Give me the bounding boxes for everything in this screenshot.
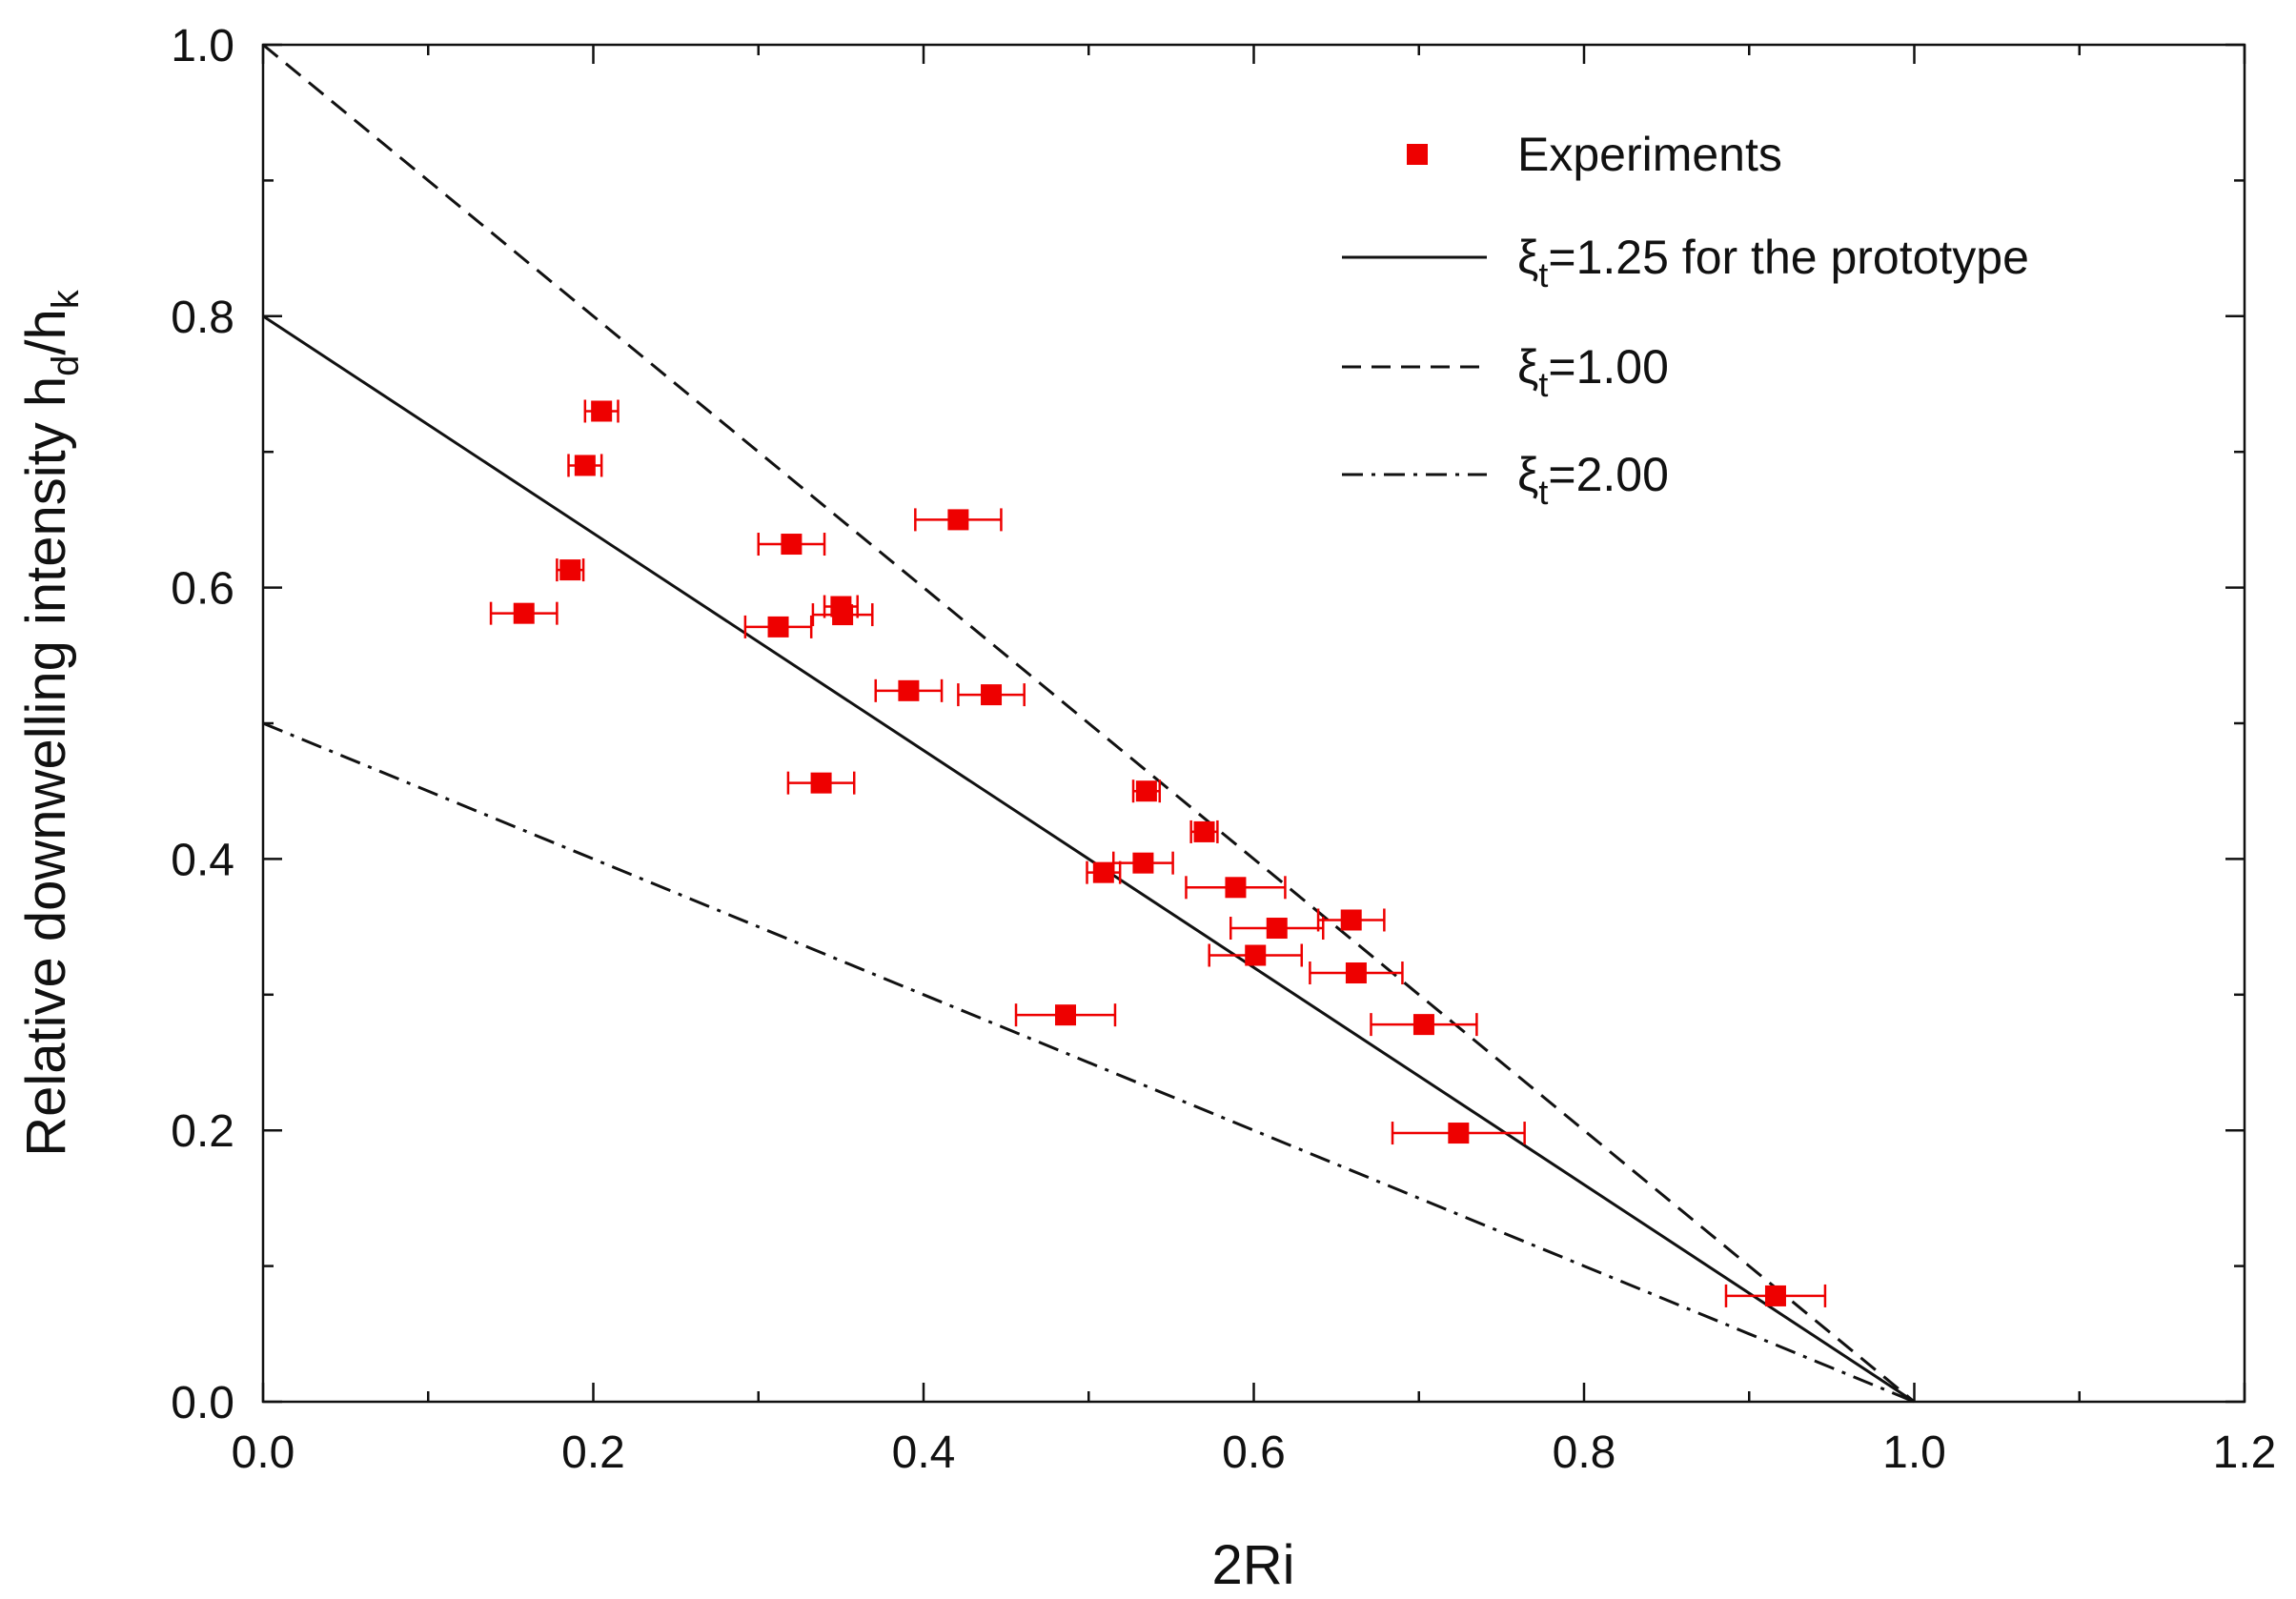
experiment-point [786,771,856,795]
x-axis-label: 2Ri [1211,1534,1294,1596]
y-tick-label: 1.0 [171,21,234,71]
y-tick-labels: 0.0 0.2 0.4 0.6 0.8 1.0 [171,21,234,1428]
data-marker [1054,1004,1076,1026]
data-marker [947,509,969,531]
legend-label: Experiments [1517,128,1782,181]
experiment-point [1316,908,1386,932]
x-tick-label: 1.2 [2213,1427,2277,1478]
data-marker [559,559,581,581]
y-tick-label: 0.0 [171,1378,234,1428]
experiment-point [1309,961,1404,985]
experiment-point [1014,1003,1117,1027]
experiment-point [1208,943,1303,967]
x-tick-label: 0.0 [232,1427,295,1478]
data-marker [1193,820,1215,842]
experiment-point [811,603,874,627]
y-axis-label: Relative downwelling intensity hd/hk [15,289,87,1157]
data-marker [1225,877,1247,899]
data-marker [1448,1123,1470,1144]
data-marker [1345,962,1367,984]
x-tick-label: 1.0 [1882,1427,1946,1478]
experiment-point [1724,1284,1827,1307]
y-tick-label: 0.4 [171,835,234,885]
x-tick-label: 0.2 [561,1427,625,1478]
experiment-point [957,683,1026,707]
legend-item-experiments: Experiments [1407,128,1782,181]
series-line-dashdot [262,721,1916,1404]
data-marker [1245,944,1267,966]
experiment-point [489,601,559,625]
y-tick-label: 0.8 [171,293,234,343]
experiment-point [1370,1013,1478,1037]
data-marker [1132,852,1154,874]
x-tick-label: 0.8 [1553,1427,1616,1478]
data-marker [591,400,613,422]
legend-item-xi125: ξt=1.25 for the prototype [1342,231,2029,294]
experiment-point [583,399,620,423]
data-marker [810,772,832,794]
experiment-point [567,454,603,477]
data-marker [513,602,535,624]
data-marker [898,679,920,701]
experiment-point [1391,1122,1526,1145]
experiment-point [556,558,585,582]
y-tick-label: 0.2 [171,1106,234,1157]
experiment-point [1189,820,1219,843]
x-tick-label: 0.4 [892,1427,956,1478]
series-line-dash [262,43,1916,1404]
experiment-point [914,508,1003,532]
y-tick-label: 0.6 [171,564,234,615]
data-marker [1135,780,1157,802]
experiment-point [1086,860,1122,884]
legend-item-xi200: ξt=2.00 [1342,448,1669,512]
legend-label: ξt=2.00 [1517,448,1669,512]
experiment-point [1131,779,1161,803]
legend-marker [1407,144,1428,165]
experiment-point [874,678,944,702]
plot-frame [261,43,2246,1404]
experiment-point [757,533,826,557]
experiment-point [1229,917,1325,941]
model-lines [262,43,1916,1404]
data-marker [1764,1285,1786,1306]
series-line-solid [262,314,1916,1404]
data-marker [1340,909,1362,931]
data-marker [1412,1014,1434,1036]
legend-label: ξt=1.00 [1517,340,1669,404]
data-marker [574,455,596,476]
experiment-point [743,615,813,638]
x-tick-labels: 0.0 0.2 0.4 0.6 0.8 1.0 1.2 [232,1427,2277,1478]
experiment-point [1111,851,1174,875]
data-marker [1092,861,1114,883]
legend-item-xi100: ξt=1.00 [1342,340,1669,404]
data-marker [981,684,1003,706]
experiment-points [489,399,1827,1307]
data-marker [781,534,803,556]
data-marker [832,604,854,626]
data-marker [767,616,789,638]
experiment-point [1185,876,1287,900]
legend: Experiments ξt=1.25 for the prototype ξt=1… [1342,128,2029,512]
data-marker [1266,918,1288,940]
x-tick-label: 0.6 [1222,1427,1286,1478]
legend-label: ξt=1.25 for the prototype [1517,231,2029,294]
